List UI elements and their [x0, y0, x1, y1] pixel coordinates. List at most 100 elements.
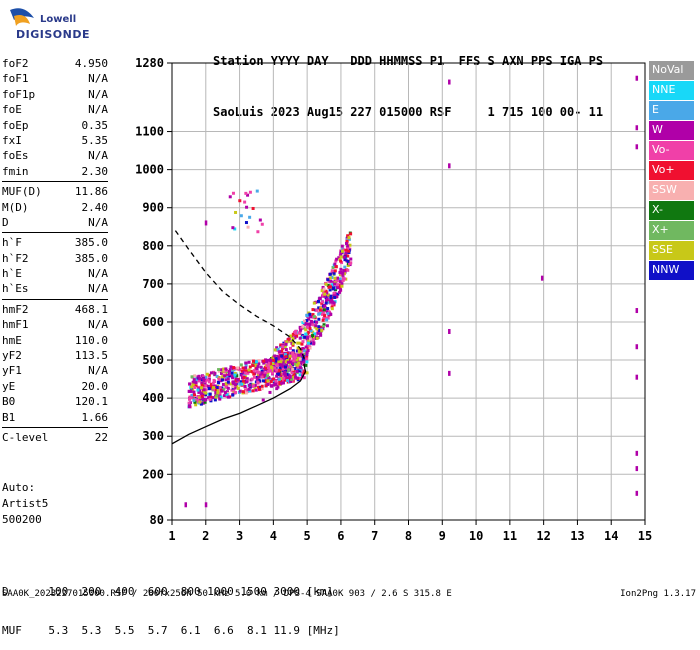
- param-name: hmE: [2, 333, 22, 347]
- logo-swoosh-icon: [10, 8, 34, 26]
- echo-point: [294, 330, 298, 334]
- echo-point: [212, 387, 216, 391]
- echo-point: [230, 388, 234, 392]
- echo-point: [198, 400, 202, 404]
- echo-point: [330, 287, 334, 291]
- x-tick-label: 6: [337, 529, 344, 543]
- echo-point: [303, 352, 307, 356]
- echo-point: [263, 379, 267, 383]
- echo-point: [291, 362, 295, 366]
- param-name: B0: [2, 395, 16, 409]
- echo-point: [321, 293, 325, 297]
- echo-point: [207, 380, 211, 384]
- echo-point: [193, 400, 197, 404]
- echo-point: [323, 314, 327, 318]
- echo-point: [295, 349, 299, 353]
- echo-point: [279, 375, 283, 379]
- echo-point: [266, 374, 270, 378]
- echo-point: [192, 384, 196, 388]
- echo-point: [286, 357, 290, 361]
- param-value: 1.66: [81, 410, 109, 424]
- echo-point: [286, 354, 290, 358]
- echo-point: [251, 359, 255, 363]
- echo-point: [347, 237, 351, 241]
- echo-point: [196, 395, 200, 399]
- isolated-echo-point: [635, 308, 639, 314]
- echo-point: [278, 363, 282, 367]
- echo-point: [257, 385, 261, 389]
- echo-point: [279, 377, 283, 381]
- y-tick-label: 1100: [135, 125, 164, 139]
- echo-point: [272, 383, 276, 387]
- echo-point: [196, 375, 200, 379]
- echo-point: [333, 282, 337, 286]
- echo-point: [338, 290, 342, 294]
- echo-point: [285, 376, 289, 380]
- echo-point: [342, 272, 346, 276]
- echo-point: [281, 364, 285, 368]
- echo-point: [346, 254, 350, 258]
- echo-point: [187, 389, 191, 393]
- echo-point: [194, 403, 198, 407]
- echo-point: [291, 332, 295, 336]
- echo-point: [297, 331, 301, 335]
- echo-point: [297, 355, 301, 359]
- param-name: fmin: [2, 164, 29, 178]
- echo-point: [329, 296, 333, 300]
- muf-distance-table: D 100 200 400 600 800 1000 1500 3000 [km…: [2, 559, 340, 650]
- echo-point: [232, 389, 236, 393]
- echo-point: [309, 341, 313, 345]
- echo-point: [335, 257, 339, 261]
- echo-point: [325, 297, 329, 301]
- echo-point: [257, 375, 261, 379]
- echo-point: [231, 226, 235, 230]
- echo-point: [236, 380, 240, 384]
- echo-point: [232, 366, 236, 370]
- echo-point: [226, 377, 230, 381]
- echo-point: [284, 360, 288, 364]
- trace-point: [312, 341, 316, 345]
- echo-point: [233, 372, 237, 376]
- echo-point: [272, 377, 276, 381]
- software-version: Ion2Png 1.3.17: [620, 589, 696, 599]
- echo-point: [322, 287, 326, 291]
- echo-point: [217, 377, 221, 381]
- legend-item-x: X-: [649, 201, 694, 220]
- y-tick-label: 300: [142, 429, 164, 443]
- echo-point: [268, 381, 272, 385]
- isolated-echo-point: [184, 502, 188, 508]
- echo-point: [279, 360, 283, 364]
- param-name: MUF(D): [2, 185, 42, 199]
- echo-point: [290, 370, 294, 374]
- echo-point: [345, 239, 349, 243]
- param-value: 468.1: [74, 302, 108, 316]
- echo-point: [244, 391, 248, 395]
- echo-point: [258, 379, 262, 383]
- trace-point: [329, 312, 333, 316]
- echo-point: [256, 373, 260, 377]
- echo-point: [234, 379, 238, 383]
- echo-point: [215, 394, 219, 398]
- echo-point: [290, 339, 294, 343]
- param-row: yF2 113.5: [2, 348, 108, 363]
- echo-point: [193, 374, 197, 378]
- echo-point: [305, 318, 309, 322]
- param-value: N/A: [88, 215, 108, 229]
- echo-point: [296, 346, 300, 350]
- echo-point: [204, 388, 208, 392]
- echo-point: [273, 366, 277, 370]
- echo-point: [254, 364, 258, 368]
- echo-point: [256, 381, 260, 385]
- echo-point: [308, 337, 312, 341]
- echo-point: [258, 218, 262, 222]
- echo-point: [311, 308, 315, 312]
- echo-point: [270, 366, 274, 370]
- param-value: N/A: [88, 364, 108, 378]
- echo-point: [336, 283, 340, 287]
- echo-point: [276, 355, 280, 359]
- echo-point: [334, 259, 338, 263]
- echo-point: [304, 328, 308, 332]
- echo-point: [267, 375, 271, 379]
- echo-point: [239, 214, 243, 218]
- param-row: yE 20.0: [2, 379, 108, 394]
